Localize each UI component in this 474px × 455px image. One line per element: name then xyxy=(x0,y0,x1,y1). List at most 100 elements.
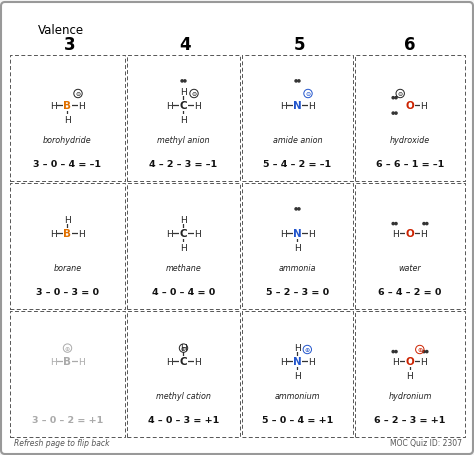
Text: 5: 5 xyxy=(294,36,306,54)
Text: methyl cation: methyl cation xyxy=(156,391,211,400)
Text: H: H xyxy=(420,101,428,111)
Text: 3: 3 xyxy=(64,36,76,54)
Circle shape xyxy=(298,208,300,211)
Text: B: B xyxy=(64,229,72,239)
Text: H: H xyxy=(194,357,201,366)
Text: H: H xyxy=(392,357,400,366)
Circle shape xyxy=(395,351,397,353)
Text: H: H xyxy=(180,116,187,125)
Text: B: B xyxy=(64,357,72,367)
Text: C: C xyxy=(180,101,187,111)
Text: methane: methane xyxy=(165,263,201,273)
Circle shape xyxy=(298,81,300,83)
Text: H: H xyxy=(180,243,187,253)
Text: H: H xyxy=(420,357,428,366)
Circle shape xyxy=(395,97,397,100)
Text: H: H xyxy=(64,215,71,224)
Text: 5 – 2 – 3 = 0: 5 – 2 – 3 = 0 xyxy=(266,287,329,296)
Text: H: H xyxy=(194,101,201,111)
Text: MOC Quiz ID: 2307: MOC Quiz ID: 2307 xyxy=(390,438,462,447)
Text: borane: borane xyxy=(54,263,82,273)
Circle shape xyxy=(423,223,425,225)
Text: 4 – 2 – 3 = –1: 4 – 2 – 3 = –1 xyxy=(149,160,218,168)
Text: 5 – 4 – 2 = –1: 5 – 4 – 2 = –1 xyxy=(264,160,331,168)
Text: H: H xyxy=(78,101,85,111)
Text: H: H xyxy=(294,371,301,380)
Circle shape xyxy=(426,351,428,353)
Text: H: H xyxy=(194,229,201,238)
Text: hydronium: hydronium xyxy=(388,391,432,400)
Text: H: H xyxy=(280,101,287,111)
Text: O: O xyxy=(406,101,414,111)
Text: N: N xyxy=(293,101,302,111)
Text: 6 – 4 – 2 = 0: 6 – 4 – 2 = 0 xyxy=(378,287,442,296)
Text: H: H xyxy=(166,101,173,111)
Text: ⊕: ⊕ xyxy=(417,347,422,352)
Circle shape xyxy=(392,351,394,353)
Text: H: H xyxy=(50,101,57,111)
Text: H: H xyxy=(180,343,187,352)
Text: H: H xyxy=(50,229,57,238)
FancyBboxPatch shape xyxy=(1,3,473,454)
Text: ammonium: ammonium xyxy=(275,391,320,400)
Text: H: H xyxy=(308,101,315,111)
Circle shape xyxy=(426,223,428,225)
Text: 3 – 0 – 2 = +1: 3 – 0 – 2 = +1 xyxy=(32,415,103,424)
Text: H: H xyxy=(407,371,413,380)
Text: borohydride: borohydride xyxy=(43,136,92,145)
Text: ⊕: ⊕ xyxy=(65,346,70,351)
Text: 4 – 0 – 4 = 0: 4 – 0 – 4 = 0 xyxy=(152,287,215,296)
Circle shape xyxy=(392,113,394,115)
Text: ⊕: ⊕ xyxy=(181,346,186,351)
Text: ⊖: ⊖ xyxy=(305,92,310,97)
Text: ⊖: ⊖ xyxy=(75,92,81,97)
Circle shape xyxy=(184,81,186,83)
Circle shape xyxy=(395,223,397,225)
Text: 6 – 2 – 3 = +1: 6 – 2 – 3 = +1 xyxy=(374,415,446,424)
Text: Valence: Valence xyxy=(38,24,84,37)
Text: 3 – 0 – 4 = –1: 3 – 0 – 4 = –1 xyxy=(34,160,101,168)
Text: ⊖: ⊖ xyxy=(398,92,403,97)
Circle shape xyxy=(392,223,394,225)
Text: H: H xyxy=(78,229,85,238)
Text: H: H xyxy=(166,357,173,366)
Text: Refresh page to flip back: Refresh page to flip back xyxy=(14,438,109,447)
Circle shape xyxy=(295,208,297,211)
Text: H: H xyxy=(280,229,287,238)
Text: H: H xyxy=(294,343,301,352)
Text: H: H xyxy=(78,357,85,366)
Text: H: H xyxy=(420,229,428,238)
Text: amide anion: amide anion xyxy=(273,136,322,145)
Circle shape xyxy=(392,97,394,100)
Circle shape xyxy=(395,113,397,115)
Text: H: H xyxy=(166,229,173,238)
Text: H: H xyxy=(280,357,287,366)
Text: N: N xyxy=(293,357,302,367)
Text: B: B xyxy=(64,101,72,111)
Text: H: H xyxy=(308,357,315,366)
Text: H: H xyxy=(64,116,71,125)
Text: 6 – 6 – 1 = –1: 6 – 6 – 1 = –1 xyxy=(376,160,444,168)
Text: hydroxide: hydroxide xyxy=(390,136,430,145)
Text: ⊕: ⊕ xyxy=(305,347,310,352)
Text: ammonia: ammonia xyxy=(279,263,316,273)
Circle shape xyxy=(181,81,183,83)
Text: 4 – 0 – 3 = +1: 4 – 0 – 3 = +1 xyxy=(148,415,219,424)
Text: O: O xyxy=(406,357,414,367)
Text: 3 – 0 – 3 = 0: 3 – 0 – 3 = 0 xyxy=(36,287,99,296)
Text: C: C xyxy=(180,357,187,367)
Text: ⊖: ⊖ xyxy=(191,92,197,97)
Text: methyl anion: methyl anion xyxy=(157,136,210,145)
Text: 6: 6 xyxy=(404,36,416,54)
Text: water: water xyxy=(399,263,421,273)
Text: H: H xyxy=(392,229,400,238)
Text: H: H xyxy=(50,357,57,366)
Text: H: H xyxy=(294,243,301,253)
Text: 5 – 0 – 4 = +1: 5 – 0 – 4 = +1 xyxy=(262,415,333,424)
Text: H: H xyxy=(308,229,315,238)
Text: N: N xyxy=(293,229,302,239)
Text: O: O xyxy=(406,229,414,239)
Circle shape xyxy=(423,351,425,353)
Text: C: C xyxy=(180,229,187,239)
Text: H: H xyxy=(180,88,187,96)
